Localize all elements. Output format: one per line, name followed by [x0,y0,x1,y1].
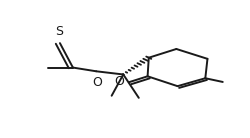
Text: O: O [92,75,102,89]
Text: O: O [114,75,124,88]
Text: S: S [55,25,63,38]
